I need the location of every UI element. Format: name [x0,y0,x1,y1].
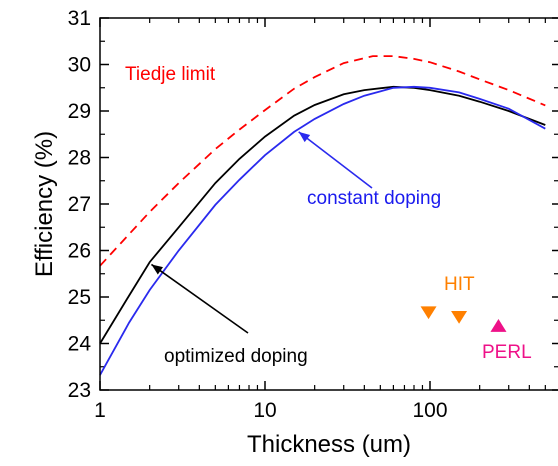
arrow-optimized-doping-head [151,264,164,275]
x-tick-label: 100 [412,399,447,422]
series-line-constant-doping [99,85,546,376]
series-line-tiedje-limit [99,55,546,267]
annotation-constant-doping: constant doping [307,188,441,209]
x-tick-label: 1 [94,399,106,422]
annotation-optimized-doping: optimized doping [164,346,308,367]
markers-layer [420,306,507,332]
ticks-layer: 23 24 25 26 27 28 29 30 31 1 10 100 [68,7,558,422]
y-tick-label: 31 [68,7,91,30]
marker-hit [420,306,437,320]
arrow-constant-doping [298,131,373,189]
y-tick-label: 28 [68,147,91,170]
y-tick-label: 26 [68,240,91,263]
plot-frame [99,17,558,391]
series-layer [99,55,546,376]
marker-hit [451,310,468,324]
y-tick-label: 30 [68,54,91,77]
arrows-layer [150,131,373,334]
arrow-constant-doping-head [298,131,311,143]
y-tick-label: 23 [68,379,91,402]
y-tick-label: 24 [68,333,92,356]
annotation-hit: HIT [444,274,475,295]
y-tick-label: 29 [68,100,91,123]
y-tick-label: 27 [68,193,91,216]
annotation-perl: PERL [482,342,532,363]
annotation-tiedje-limit: Tiedje limit [125,64,216,85]
marker-perl [490,319,507,332]
x-tick-label: 10 [253,399,276,422]
x-axis-title: Thickness (um) [247,431,411,458]
series-line-optimized-doping [99,85,546,344]
y-tick-label: 25 [68,286,91,309]
arrow-optimized-doping [150,263,249,334]
y-axis-title: Efficiency (%) [31,131,58,277]
